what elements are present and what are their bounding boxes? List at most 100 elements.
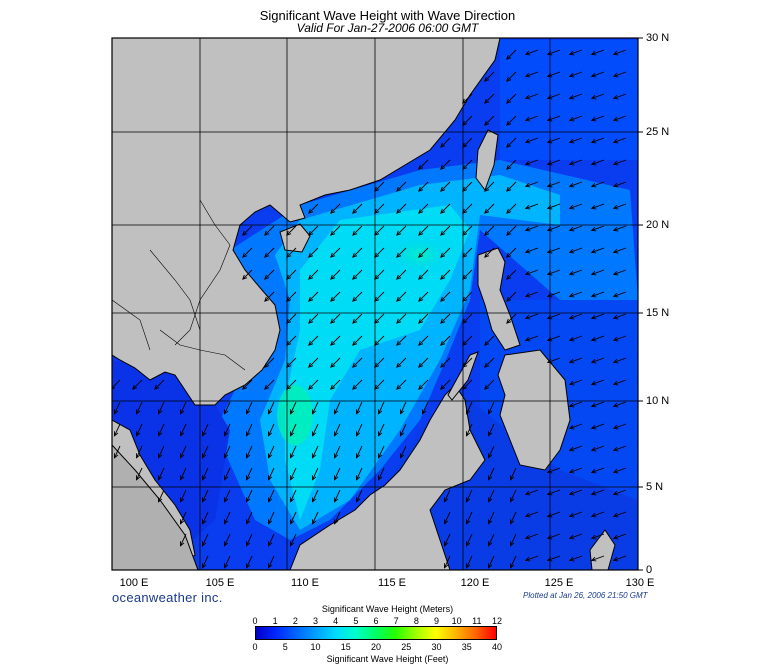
wave-arrow-head: [546, 534, 553, 540]
wave-arrow-head: [289, 475, 295, 481]
wave-arrow: [374, 313, 385, 324]
wave-arrow: [569, 335, 583, 341]
wave-arrow-head: [352, 362, 358, 368]
colorbar-feet-tick: 10: [310, 642, 321, 652]
wave-arrow-head: [355, 475, 361, 481]
wave-arrow-head: [267, 475, 273, 481]
wave-arrow: [591, 159, 605, 165]
wave-arrow: [242, 225, 253, 236]
wave-arrow: [286, 357, 297, 368]
wave-arrow-head: [267, 431, 273, 437]
wave-arrow-head: [440, 186, 446, 192]
wave-arrow-head: [462, 186, 468, 192]
wave-arrow-head: [568, 358, 575, 364]
wave-arrow-head: [568, 160, 575, 166]
wave-arrow-head: [487, 409, 493, 415]
colorbar-feet-tick: 25: [401, 642, 412, 652]
wave-arrow: [180, 467, 187, 480]
wave-arrow: [378, 423, 385, 436]
wave-arrow: [591, 423, 605, 429]
wave-arrow: [591, 357, 605, 363]
wave-arrow-head: [333, 453, 339, 459]
wave-arrow: [462, 115, 473, 126]
wave-arrow: [400, 423, 407, 436]
wave-arrow-head: [440, 362, 446, 368]
wave-arrow: [264, 225, 275, 236]
wave-arrow: [268, 467, 275, 480]
wave-arrow-head: [440, 208, 446, 214]
wave-arrow-head: [289, 519, 295, 525]
wave-arrow: [591, 181, 605, 187]
wave-arrow: [484, 71, 495, 82]
wave-arrow-head: [289, 431, 295, 437]
wave-arrow-head: [267, 497, 273, 503]
wave-arrow: [352, 269, 363, 280]
wave-arrow: [613, 511, 627, 517]
wave-arrow: [418, 181, 429, 192]
wave-arrow-head: [612, 138, 619, 144]
wave-zone-peak: [285, 205, 470, 520]
wave-arrow: [286, 225, 297, 236]
wave-arrow: [569, 467, 583, 473]
wave-arrow: [444, 555, 451, 568]
wave-arrow: [462, 225, 473, 236]
wave-arrow-head: [546, 292, 553, 298]
wave-arrow-head: [487, 497, 493, 503]
wave-arrow-head: [546, 270, 553, 276]
wave-arrow-head: [267, 519, 273, 525]
wave-arrow: [418, 357, 429, 368]
wave-arrow-head: [612, 248, 619, 254]
wave-arrow-head: [440, 318, 446, 324]
wave-arrow-head: [546, 204, 553, 210]
wave-arrow: [547, 181, 561, 187]
wave-arrow: [330, 335, 341, 346]
wave-arrow-head: [590, 226, 597, 232]
wave-arrow-head: [487, 519, 493, 525]
wave-zone-pacific: [500, 40, 638, 160]
wave-arrow-head: [465, 497, 471, 503]
wave-arrow: [506, 313, 517, 324]
wave-arrow-head: [484, 76, 490, 82]
wave-arrow-head: [418, 340, 424, 346]
wave-arrow: [334, 511, 341, 524]
wave-arrow: [488, 445, 495, 458]
colorbar-feet-tick: 35: [461, 642, 472, 652]
wave-arrow: [308, 225, 319, 236]
wave-arrow-head: [546, 490, 553, 496]
wave-arrow-head: [546, 336, 553, 342]
land-borneo: [289, 384, 486, 570]
wave-arrow-head: [612, 270, 619, 276]
wave-arrow-head: [333, 475, 339, 481]
wave-arrow: [506, 115, 517, 126]
wave-arrow-head: [286, 340, 292, 346]
colorbar-meter-tick: 2: [292, 616, 298, 626]
wave-arrow: [525, 203, 539, 209]
wave-arrow: [352, 357, 363, 368]
wave-peak-south: [277, 385, 313, 445]
wave-arrow: [547, 137, 561, 143]
wave-arrow-head: [546, 182, 553, 188]
wave-arrow-head: [396, 208, 402, 214]
wave-arrow: [613, 225, 627, 231]
wave-arrow: [547, 247, 561, 253]
wave-arrow: [525, 269, 539, 275]
wave-arrow: [202, 533, 209, 546]
wave-arrow-head: [590, 314, 597, 320]
wave-arrow: [484, 181, 495, 192]
wave-arrow: [180, 401, 187, 414]
colorbar-meter-tick: 1: [272, 616, 278, 626]
wave-arrow: [525, 511, 539, 517]
wave-arrow-head: [352, 208, 358, 214]
wave-arrow-head: [311, 475, 317, 481]
wave-arrow: [591, 247, 605, 253]
wave-arrow: [525, 291, 539, 297]
wave-arrow: [525, 71, 539, 77]
wave-arrow-head: [440, 142, 446, 148]
wave-arrow: [613, 445, 627, 451]
wave-arrow: [569, 445, 583, 451]
wave-arrow: [334, 423, 341, 436]
wave-arrow: [290, 489, 297, 502]
wave-arrow-head: [377, 475, 383, 481]
wave-arrow: [547, 225, 561, 231]
wave-arrow-head: [157, 409, 163, 415]
